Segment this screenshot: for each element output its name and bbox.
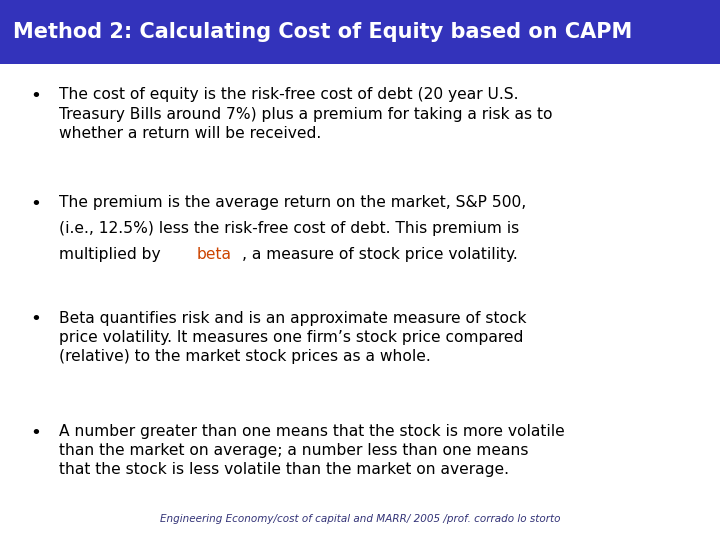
Text: •: • — [30, 310, 41, 328]
Text: The premium is the average return on the market, S&P 500,: The premium is the average return on the… — [59, 195, 526, 211]
Text: Beta quantifies risk and is an approximate measure of stock
price volatility. It: Beta quantifies risk and is an approxima… — [59, 310, 526, 364]
Text: (i.e., 12.5%) less the risk-free cost of debt. This premium is: (i.e., 12.5%) less the risk-free cost of… — [59, 221, 519, 237]
Text: •: • — [30, 424, 41, 442]
Text: beta: beta — [197, 247, 231, 262]
Text: •: • — [30, 87, 41, 105]
Text: , a measure of stock price volatility.: , a measure of stock price volatility. — [242, 247, 518, 262]
Text: multiplied by: multiplied by — [59, 247, 166, 262]
Text: Method 2: Calculating Cost of Equity based on CAPM: Method 2: Calculating Cost of Equity bas… — [13, 22, 632, 42]
FancyBboxPatch shape — [0, 0, 720, 64]
Text: The cost of equity is the risk-free cost of debt (20 year U.S.
Treasury Bills ar: The cost of equity is the risk-free cost… — [59, 87, 552, 141]
Text: Engineering Economy/cost of capital and MARR/ 2005 /prof. corrado lo storto: Engineering Economy/cost of capital and … — [160, 515, 560, 524]
Text: •: • — [30, 195, 41, 213]
Text: A number greater than one means that the stock is more volatile
than the market : A number greater than one means that the… — [59, 424, 564, 477]
